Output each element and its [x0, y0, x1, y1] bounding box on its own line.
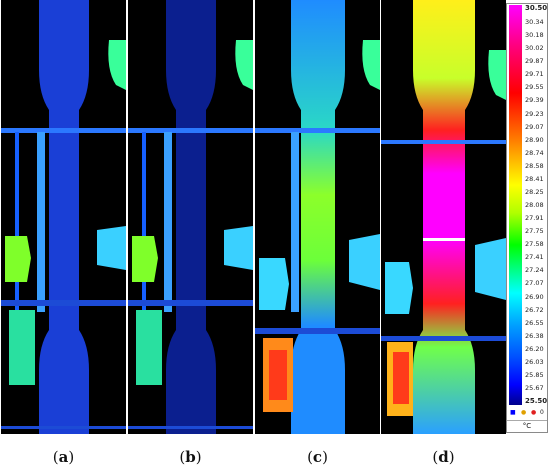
scale-tick: 29.87: [525, 57, 544, 66]
scale-tick: 28.25: [525, 187, 544, 196]
scale-tick: 26.72: [525, 305, 544, 314]
scale-tick: 28.41: [525, 174, 544, 183]
thermal-panel-b: [128, 0, 253, 434]
thermal-panel-c: [255, 0, 380, 434]
caption-a: (a): [52, 448, 75, 466]
thermal-panel-d: [381, 0, 506, 434]
caption-d: (d): [432, 448, 455, 466]
thermal-image-c: [255, 0, 380, 434]
color-bar: [509, 5, 522, 405]
scale-tick: 27.24: [525, 266, 544, 275]
scale-tick: 27.41: [525, 253, 544, 262]
legend-markers: ■ ● ● 0: [509, 409, 547, 417]
scale-tick: 29.23: [525, 109, 544, 118]
scale-tick: 28.08: [525, 201, 544, 209]
unit-label: °C: [507, 420, 547, 430]
caption-b: (b): [179, 448, 202, 466]
scale-tick: 28.58: [525, 161, 544, 170]
scale-tick: 29.07: [525, 122, 544, 131]
caption-c: (c): [307, 448, 328, 466]
thermal-images: 30.50 30.34 30.18 30.02 29.87 29.71 29.55 29.3…: [0, 0, 548, 434]
scale-tick: 25.85: [525, 370, 544, 379]
thermal-image-a: [1, 0, 126, 434]
thermal-image-b: [128, 0, 253, 434]
scale-tick: 29.71: [525, 70, 544, 79]
scale-tick: 27.07: [525, 279, 544, 288]
scale-tick: 30.18: [525, 31, 544, 40]
thermal-panel-a: [1, 0, 126, 434]
thermal-image-d: [381, 0, 506, 434]
scale-tick: 26.90: [525, 292, 544, 301]
scale-tick: 29.55: [525, 83, 544, 92]
marker-yellow-icon: ●: [521, 409, 527, 416]
scale-tick: 28.74: [525, 148, 544, 157]
marker-value: 0: [540, 409, 544, 416]
marker-blue-icon: ■: [510, 409, 516, 416]
scale-tick: 29.39: [525, 96, 544, 105]
scale-tick: 26.38: [525, 331, 544, 340]
scale-tick: 27.91: [525, 214, 544, 223]
scale-tick: 30.34: [525, 18, 544, 26]
scale-tick: 25.67: [525, 384, 544, 392]
scale-tick: 26.03: [525, 357, 544, 366]
scale-tick: 30.02: [525, 44, 544, 53]
scale-tick: 26.55: [525, 318, 544, 327]
scale-tick: 28.90: [525, 135, 544, 144]
scale-tick: 27.75: [525, 227, 544, 236]
scale-tick: 26.20: [525, 344, 544, 353]
scale-tick: 27.58: [525, 240, 544, 249]
scale-max: 30.50: [525, 4, 548, 12]
marker-red-icon: ●: [531, 409, 537, 416]
temperature-scale: 30.50 30.34 30.18 30.02 29.87 29.71 29.55 29.3…: [506, 3, 548, 433]
scale-min: 25.50: [525, 397, 548, 405]
